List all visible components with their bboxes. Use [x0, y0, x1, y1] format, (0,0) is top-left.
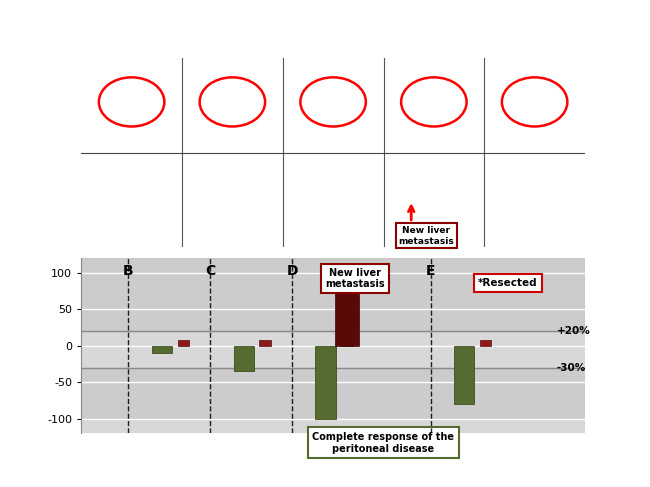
Bar — [81, 259, 585, 331]
Bar — [454, 346, 474, 404]
Text: C: C — [288, 66, 296, 76]
Bar — [151, 346, 172, 353]
Text: D: D — [389, 66, 398, 76]
Text: New liver
metastasis: New liver metastasis — [326, 268, 385, 289]
Bar — [315, 346, 335, 419]
Bar — [177, 340, 189, 346]
Text: -30%: -30% — [556, 363, 586, 373]
Text: E: E — [426, 263, 436, 278]
Text: B: B — [123, 263, 134, 278]
Text: Complete response of the
peritoneal disease: Complete response of the peritoneal dise… — [313, 432, 454, 453]
Text: C: C — [205, 263, 215, 278]
Bar — [259, 340, 271, 346]
Bar — [335, 273, 359, 346]
Bar — [233, 346, 254, 372]
Text: *Resected: *Resected — [478, 278, 538, 288]
Text: New liver
metastasis: New liver metastasis — [398, 226, 454, 245]
Bar — [341, 340, 353, 346]
Text: E: E — [489, 66, 497, 76]
Text: +20%: +20% — [556, 326, 590, 337]
Text: B: B — [187, 66, 196, 76]
Bar — [480, 340, 491, 346]
Text: A: A — [86, 66, 95, 76]
Text: D: D — [287, 263, 298, 278]
Bar — [81, 368, 585, 419]
